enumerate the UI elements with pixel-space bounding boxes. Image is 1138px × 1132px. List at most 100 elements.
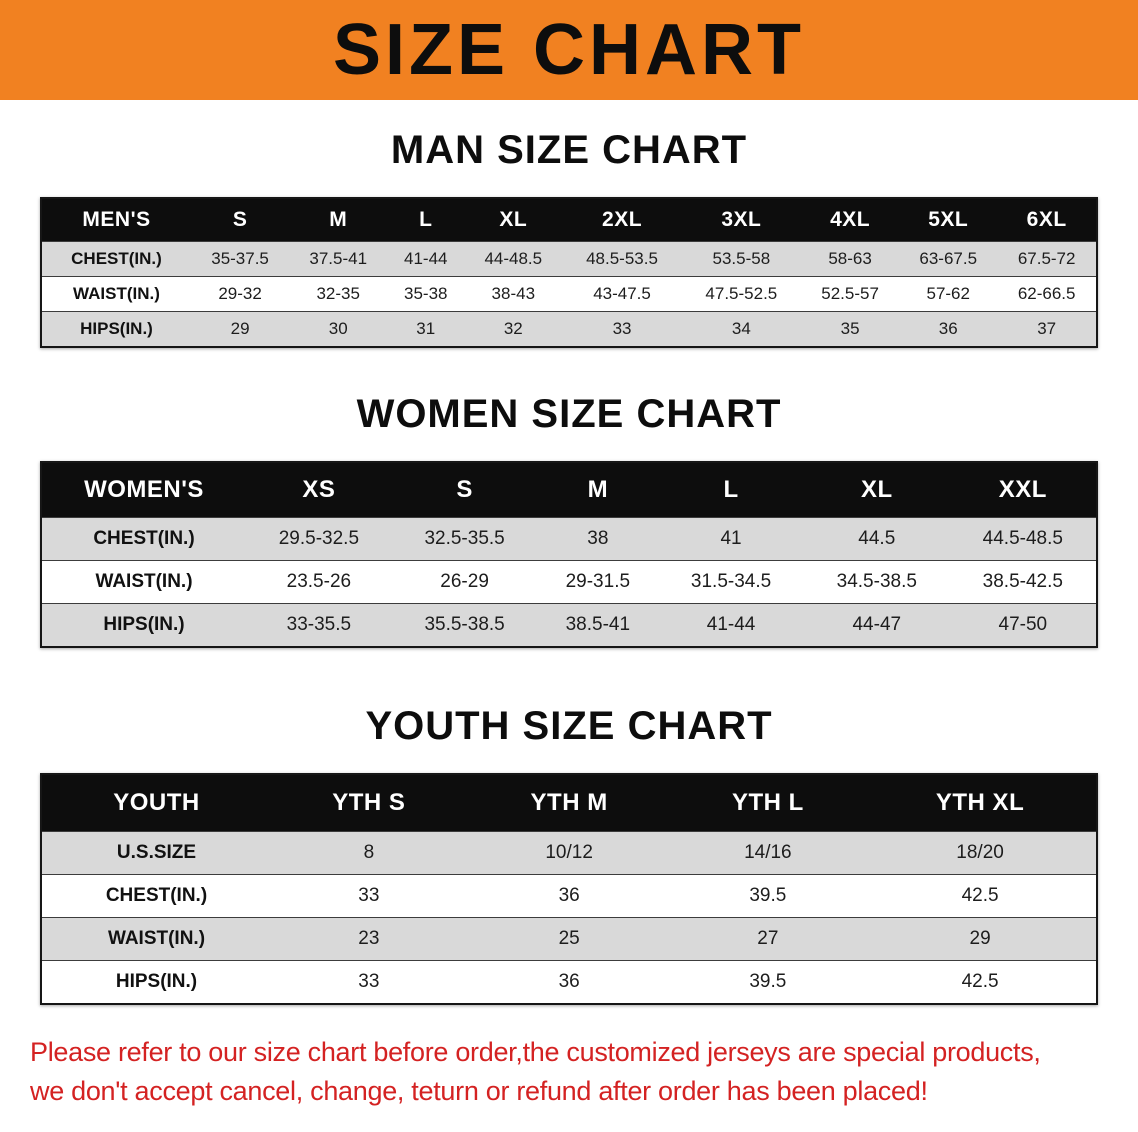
- size-column-header: YTH M: [466, 774, 672, 832]
- size-column-header: YTH L: [671, 774, 865, 832]
- size-value-cell: 18/20: [864, 831, 1097, 875]
- table-header-row: WOMEN'S XS S M L XL XXL: [41, 462, 1097, 518]
- size-value-cell: 43-47.5: [562, 276, 682, 312]
- size-value-cell: 31: [387, 311, 465, 347]
- size-column-header: M: [289, 198, 388, 242]
- size-value-cell: 57-62: [899, 276, 998, 312]
- size-value-cell: 44-48.5: [464, 241, 563, 277]
- banner-title: SIZE CHART: [333, 10, 805, 90]
- size-value-cell: 67.5-72: [997, 241, 1097, 277]
- row-label: HIPS(IN.): [41, 960, 271, 1004]
- size-value-cell: 33: [562, 311, 682, 347]
- youth-size-section: YOUTH SIZE CHART YOUTH YTH S YTH M YTH L YTH…: [0, 704, 1138, 1005]
- size-value-cell: 35-38: [387, 276, 465, 312]
- size-value-cell: 29: [191, 311, 290, 347]
- size-value-cell: 41: [658, 517, 804, 561]
- women-size-table: WOMEN'S XS S M L XL XXL CHEST(IN.) 29.5-32.5 32.5…: [40, 461, 1098, 648]
- row-label: WAIST(IN.): [41, 276, 191, 312]
- size-column-header: 5XL: [899, 198, 998, 242]
- size-column-header: XL: [464, 198, 563, 242]
- size-value-cell: 34: [681, 311, 802, 347]
- table-corner-label: WOMEN'S: [41, 462, 246, 518]
- table-row: WAIST(IN.) 29-32 32-35 35-38 38-43 43-47.5 47.…: [41, 276, 1097, 312]
- row-label: WAIST(IN.): [41, 917, 271, 961]
- size-column-header: 3XL: [681, 198, 802, 242]
- size-value-cell: 38: [537, 517, 659, 561]
- size-value-cell: 33-35.5: [246, 603, 392, 647]
- size-value-cell: 29-32: [191, 276, 290, 312]
- size-value-cell: 41-44: [658, 603, 804, 647]
- size-value-cell: 35-37.5: [191, 241, 290, 277]
- size-value-cell: 36: [466, 960, 672, 1004]
- size-column-header: 6XL: [997, 198, 1097, 242]
- size-value-cell: 58-63: [801, 241, 900, 277]
- size-value-cell: 37: [997, 311, 1097, 347]
- size-value-cell: 42.5: [864, 960, 1097, 1004]
- size-value-cell: 32.5-35.5: [391, 517, 538, 561]
- youth-section-heading: YOUTH SIZE CHART: [365, 704, 773, 748]
- size-value-cell: 10/12: [466, 831, 672, 875]
- table-corner-label: MEN'S: [41, 198, 191, 242]
- size-value-cell: 23: [271, 917, 467, 961]
- size-value-cell: 38.5-41: [537, 603, 659, 647]
- size-value-cell: 34.5-38.5: [803, 560, 950, 604]
- table-row: CHEST(IN.) 33 36 39.5 42.5: [41, 874, 1097, 918]
- men-size-section: MAN SIZE CHART MEN'S S M L XL 2XL 3XL 4XL 5XL 6XL…: [0, 128, 1138, 348]
- size-value-cell: 41-44: [387, 241, 465, 277]
- row-label: CHEST(IN.): [41, 241, 191, 277]
- size-value-cell: 44-47: [803, 603, 950, 647]
- table-row: U.S.SIZE 8 10/12 14/16 18/20: [41, 831, 1097, 875]
- size-value-cell: 44.5-48.5: [949, 517, 1097, 561]
- table-row: HIPS(IN.) 29 30 31 32 33 34 35 36 37: [41, 311, 1097, 347]
- size-column-header: 4XL: [801, 198, 900, 242]
- table-row: HIPS(IN.) 33 36 39.5 42.5: [41, 960, 1097, 1004]
- size-value-cell: 35.5-38.5: [391, 603, 538, 647]
- men-size-table: MEN'S S M L XL 2XL 3XL 4XL 5XL 6XL CHEST(IN.) 35-37…: [40, 197, 1098, 348]
- size-value-cell: 39.5: [671, 874, 865, 918]
- size-value-cell: 23.5-26: [246, 560, 392, 604]
- disclaimer-line-1: Please refer to our size chart before or…: [30, 1037, 1041, 1067]
- table-row: CHEST(IN.) 29.5-32.5 32.5-35.5 38 41 44.5 44.5…: [41, 517, 1097, 561]
- table-header-row: MEN'S S M L XL 2XL 3XL 4XL 5XL 6XL: [41, 198, 1097, 242]
- size-column-header: XL: [803, 462, 950, 518]
- size-value-cell: 36: [466, 874, 672, 918]
- row-label: HIPS(IN.): [41, 311, 191, 347]
- row-label: CHEST(IN.): [41, 874, 271, 918]
- size-value-cell: 26-29: [391, 560, 538, 604]
- size-column-header: 2XL: [562, 198, 682, 242]
- women-size-section: WOMEN SIZE CHART WOMEN'S XS S M L XL XXL CHEST(…: [0, 392, 1138, 648]
- men-section-heading: MAN SIZE CHART: [390, 128, 748, 172]
- size-column-header: S: [191, 198, 290, 242]
- size-column-header: S: [391, 462, 538, 518]
- size-value-cell: 53.5-58: [681, 241, 802, 277]
- size-value-cell: 39.5: [671, 960, 865, 1004]
- size-value-cell: 14/16: [671, 831, 865, 875]
- size-column-header: L: [658, 462, 804, 518]
- row-label: HIPS(IN.): [41, 603, 246, 647]
- size-value-cell: 32: [464, 311, 563, 347]
- size-column-header: YTH S: [271, 774, 467, 832]
- size-value-cell: 63-67.5: [899, 241, 998, 277]
- size-value-cell: 36: [899, 311, 998, 347]
- size-value-cell: 38-43: [464, 276, 563, 312]
- row-label: CHEST(IN.): [41, 517, 246, 561]
- table-row: CHEST(IN.) 35-37.5 37.5-41 41-44 44-48.5 48.5…: [41, 241, 1097, 277]
- size-column-header: M: [537, 462, 659, 518]
- size-value-cell: 32-35: [289, 276, 388, 312]
- size-value-cell: 35: [801, 311, 900, 347]
- size-value-cell: 37.5-41: [289, 241, 388, 277]
- row-label: U.S.SIZE: [41, 831, 271, 875]
- table-corner-label: YOUTH: [41, 774, 271, 832]
- table-row: WAIST(IN.) 23 25 27 29: [41, 917, 1097, 961]
- size-value-cell: 47-50: [949, 603, 1097, 647]
- size-value-cell: 52.5-57: [801, 276, 900, 312]
- row-label: WAIST(IN.): [41, 560, 246, 604]
- size-value-cell: 33: [271, 960, 467, 1004]
- size-value-cell: 42.5: [864, 874, 1097, 918]
- youth-size-table: YOUTH YTH S YTH M YTH L YTH XL U.S.SIZE 8 10/12…: [40, 773, 1098, 1005]
- banner: SIZE CHART: [0, 0, 1138, 100]
- size-value-cell: 33: [271, 874, 467, 918]
- size-column-header: L: [387, 198, 465, 242]
- table-row: HIPS(IN.) 33-35.5 35.5-38.5 38.5-41 41-44 44-…: [41, 603, 1097, 647]
